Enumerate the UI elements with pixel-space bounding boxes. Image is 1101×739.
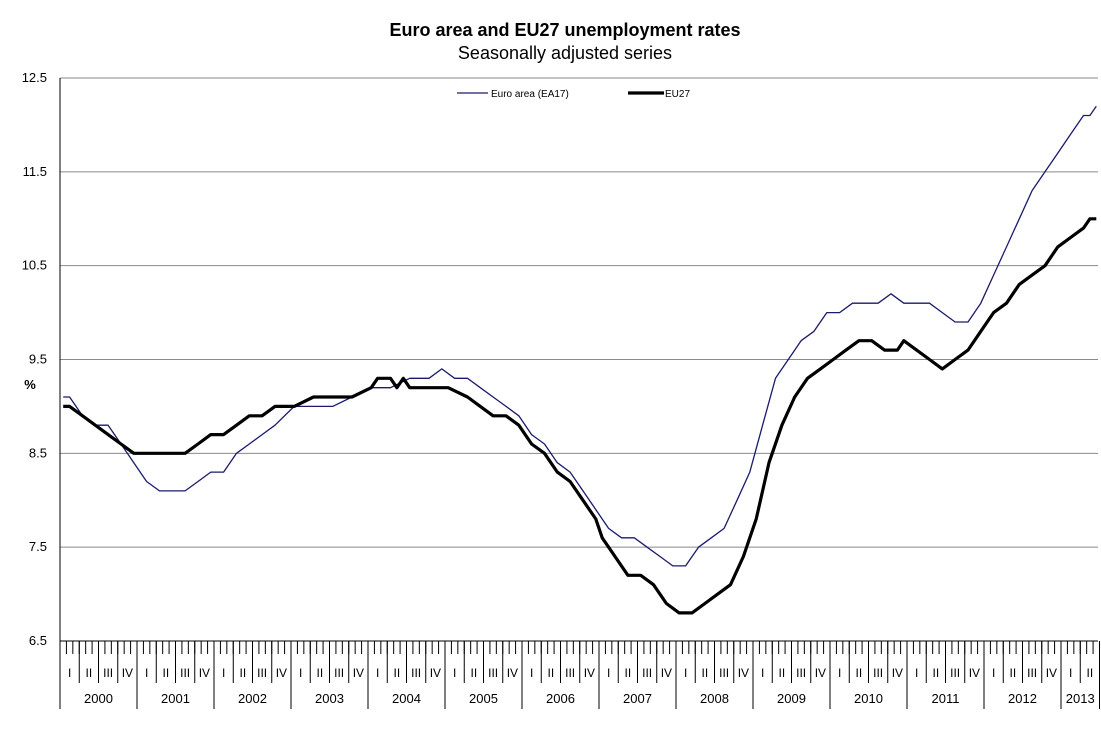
y-tick-label: 10.5 xyxy=(22,258,47,273)
quarter-label: III xyxy=(1027,666,1037,680)
chart-subtitle: Seasonally adjusted series xyxy=(457,43,673,63)
quarter-label: II xyxy=(394,666,401,680)
quarter-label: IV xyxy=(815,666,826,680)
quarter-label: I xyxy=(376,666,379,680)
year-label: 2001 xyxy=(161,691,190,706)
quarter-label: III xyxy=(257,666,267,680)
quarter-label: III xyxy=(180,666,190,680)
quarter-label: III xyxy=(103,666,113,680)
series-line-eu27 xyxy=(63,217,1097,615)
quarter-label: I xyxy=(761,666,764,680)
quarter-label: IV xyxy=(584,666,595,680)
quarter-label: III xyxy=(719,666,729,680)
quarter-label: III xyxy=(873,666,883,680)
year-label: 2006 xyxy=(546,691,575,706)
quarter-label: II xyxy=(702,666,709,680)
quarter-label: IV xyxy=(892,666,903,680)
y-tick-label: 7.5 xyxy=(29,539,47,554)
quarter-label: IV xyxy=(353,666,364,680)
year-label: 2007 xyxy=(623,691,652,706)
quarter-label: III xyxy=(950,666,960,680)
quarter-label: II xyxy=(1087,666,1094,680)
quarter-label: I xyxy=(68,666,71,680)
quarter-label: I xyxy=(607,666,610,680)
quarter-label: IV xyxy=(1046,666,1057,680)
quarter-label: I xyxy=(1069,666,1072,680)
year-label: 2010 xyxy=(854,691,883,706)
y-axis-label: % xyxy=(24,377,36,392)
quarter-label: I xyxy=(530,666,533,680)
quarter-label: II xyxy=(933,666,940,680)
quarter-label: II xyxy=(856,666,863,680)
year-label: 2002 xyxy=(238,691,267,706)
quarter-label: II xyxy=(625,666,632,680)
legend-label: EU27 xyxy=(665,89,690,100)
quarter-label: III xyxy=(488,666,498,680)
quarter-label: IV xyxy=(661,666,672,680)
quarter-label: III xyxy=(642,666,652,680)
quarter-label: II xyxy=(471,666,478,680)
quarter-label: IV xyxy=(507,666,518,680)
quarter-label: III xyxy=(334,666,344,680)
quarter-label: II xyxy=(1010,666,1017,680)
quarter-label: II xyxy=(240,666,247,680)
quarter-label: IV xyxy=(969,666,980,680)
y-tick-label: 11.5 xyxy=(23,164,47,179)
year-label: 2000 xyxy=(84,691,113,706)
quarter-label: II xyxy=(317,666,324,680)
quarter-label: I xyxy=(299,666,302,680)
y-tick-label: 6.5 xyxy=(29,633,47,648)
year-label: 2005 xyxy=(469,691,498,706)
year-label: 2008 xyxy=(700,691,729,706)
year-label: 2012 xyxy=(1008,691,1037,706)
year-label: 2011 xyxy=(932,691,960,706)
quarter-label: III xyxy=(411,666,421,680)
year-label: 2009 xyxy=(777,691,806,706)
quarter-label: IV xyxy=(276,666,287,680)
quarter-label: II xyxy=(86,666,93,680)
quarter-label: I xyxy=(684,666,687,680)
quarter-label: IV xyxy=(199,666,210,680)
chart-title: Euro area and EU27 unemployment rates xyxy=(389,20,741,40)
quarter-label: II xyxy=(163,666,170,680)
quarter-label: I xyxy=(453,666,456,680)
quarter-label: I xyxy=(915,666,918,680)
y-tick-label: 12.5 xyxy=(22,70,47,85)
quarter-label: I xyxy=(838,666,841,680)
quarter-label: II xyxy=(779,666,786,680)
year-label: 2004 xyxy=(392,691,421,706)
quarter-label: III xyxy=(796,666,806,680)
quarter-label: I xyxy=(992,666,995,680)
legend-label: Euro area (EA17) xyxy=(491,89,569,100)
quarter-label: IV xyxy=(430,666,441,680)
quarter-label: I xyxy=(222,666,225,680)
quarter-label: IV xyxy=(738,666,749,680)
quarter-label: IV xyxy=(122,666,133,680)
series-line-euro-area xyxy=(63,105,1097,567)
year-label: 2013 xyxy=(1066,691,1095,706)
quarter-label: II xyxy=(548,666,555,680)
y-tick-label: 9.5 xyxy=(29,352,47,367)
quarter-label: III xyxy=(565,666,575,680)
year-label: 2003 xyxy=(315,691,344,706)
quarter-label: I xyxy=(145,666,148,680)
y-tick-label: 8.5 xyxy=(29,445,47,460)
